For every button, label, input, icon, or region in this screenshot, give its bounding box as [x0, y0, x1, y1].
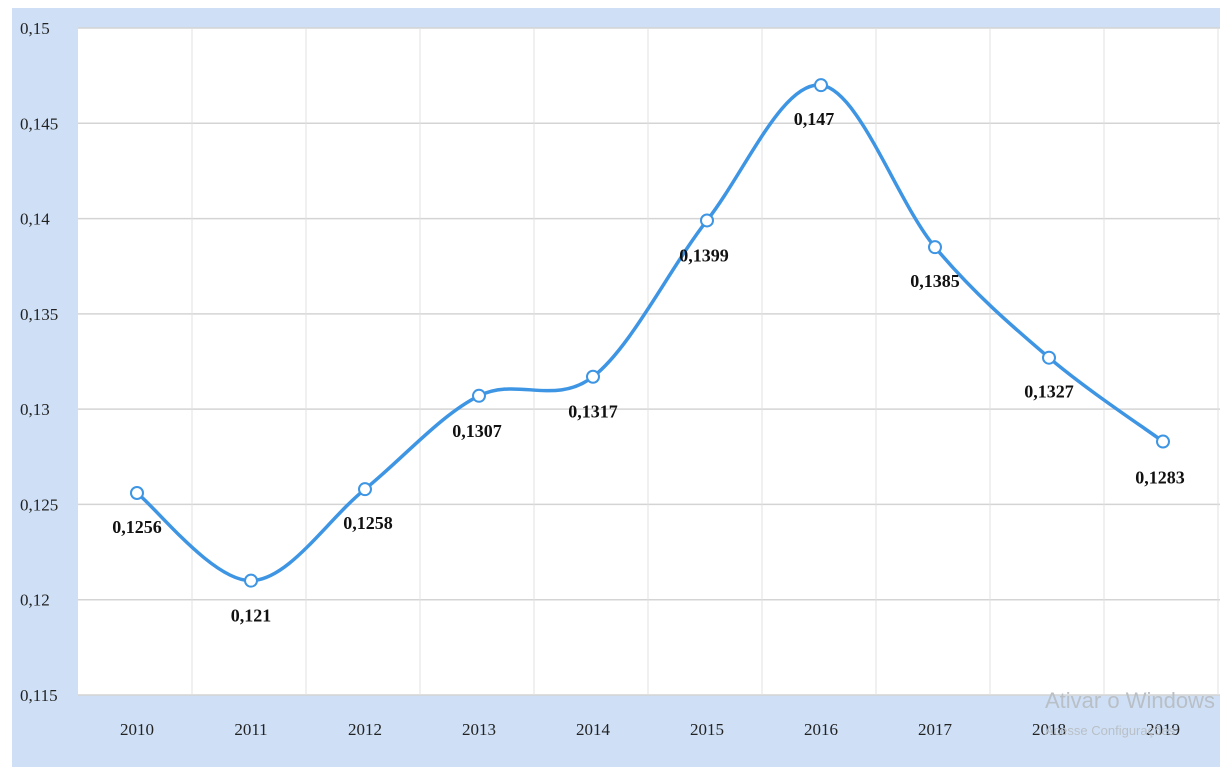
data-point-marker — [1042, 350, 1056, 365]
y-tick-label: 0,14 — [20, 210, 50, 229]
x-tick-label: 2019 — [1146, 720, 1180, 739]
data-label: 0,1317 — [568, 402, 618, 422]
series-line — [135, 83, 1165, 583]
data-point-marker — [928, 240, 942, 255]
data-point-marker — [814, 78, 828, 93]
data-point-marker — [358, 482, 372, 497]
y-tick-label: 0,115 — [20, 686, 58, 705]
data-label: 0,1399 — [679, 245, 729, 265]
data-label: 0,1283 — [1135, 468, 1185, 488]
x-tick-label: 2014 — [576, 720, 611, 739]
y-tick-label: 0,15 — [20, 19, 50, 38]
data-point-marker — [1156, 434, 1170, 449]
grid — [78, 27, 1220, 696]
x-tick-label: 2012 — [348, 720, 382, 739]
data-label: 0,121 — [231, 606, 272, 626]
y-tick-label: 0,13 — [20, 400, 50, 419]
data-point-marker — [586, 369, 600, 384]
windows-activation-watermark: Ativar o Windows Acesse Configurações — [1045, 688, 1215, 738]
watermark-line-2: Acesse Configurações — [1045, 723, 1176, 738]
data-point-marker — [700, 213, 714, 228]
data-label: 0,1256 — [112, 517, 162, 537]
x-axis-ticks: 2010 2011 2012 2013 2014 2015 2016 2017 2018 2019 — [120, 720, 1180, 739]
data-point-marker — [130, 485, 144, 500]
y-tick-label: 0,12 — [20, 591, 50, 610]
data-label: 0,1258 — [343, 513, 393, 533]
data-label: 0,1307 — [452, 421, 502, 441]
watermark-line-1: Ativar o Windows — [1045, 688, 1215, 713]
y-tick-label: 0,125 — [20, 495, 58, 514]
data-labels: 0,1256 0,121 0,1258 0,1307 0,1317 0,1399 0,147… — [112, 109, 1185, 625]
plot-area — [78, 28, 1220, 695]
x-tick-label: 2018 — [1032, 720, 1066, 739]
x-tick-label: 2013 — [462, 720, 496, 739]
data-label: 0,1327 — [1024, 382, 1074, 402]
data-label: 0,1385 — [910, 271, 960, 291]
x-tick-label: 2017 — [918, 720, 953, 739]
y-axis-ticks: 0,115 0,12 0,125 0,13 0,135 0,14 0,145 0,15 — [20, 19, 58, 705]
x-tick-label: 2010 — [120, 720, 154, 739]
data-label: 0,147 — [794, 109, 835, 129]
y-tick-label: 0,135 — [20, 305, 58, 324]
data-point-marker — [244, 573, 258, 588]
y-tick-label: 0,145 — [20, 114, 58, 133]
data-point-marker — [472, 388, 486, 403]
x-tick-label: 2015 — [690, 720, 724, 739]
data-markers — [130, 78, 1170, 588]
x-tick-label: 2016 — [804, 720, 838, 739]
x-tick-label: 2011 — [234, 720, 267, 739]
